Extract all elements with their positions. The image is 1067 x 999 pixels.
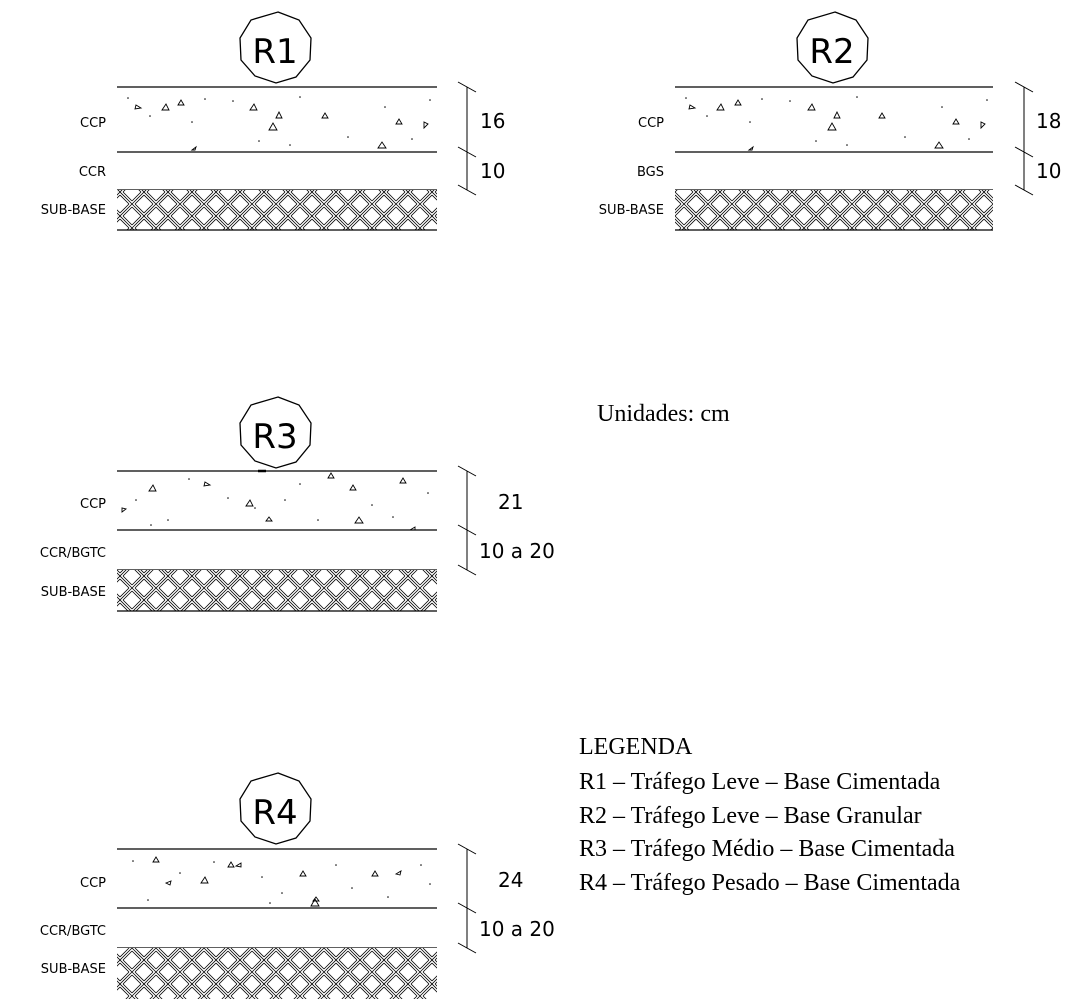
badge-label: R3	[252, 417, 297, 457]
legend-item-r4: R4 – Tráfego Pesado – Base Cimentada	[579, 870, 961, 896]
legend-item-r3: R3 – Tráfego Médio – Base Cimentada	[579, 836, 955, 862]
concrete-aggregate	[121, 472, 416, 531]
section-r1: R1 CCP CCR SUB-BASE 16 10	[41, 11, 505, 231]
layer-label-subbase: SUB-BASE	[41, 585, 106, 600]
concrete-aggregate	[152, 856, 402, 907]
dimension-value-surface: 21	[498, 490, 523, 514]
badge-octagon	[239, 772, 312, 845]
dimension-value-base: 10 a 20	[479, 539, 555, 563]
legend: LEGENDA R1 – Tráfego Leve – Base Cimenta…	[579, 734, 961, 896]
dimension-value-surface: 16	[480, 109, 505, 133]
badge-label: R4	[252, 793, 297, 833]
badge-octagon	[239, 396, 312, 469]
subbase-hatch	[675, 190, 993, 230]
dimension-value-surface: 18	[1036, 109, 1061, 133]
dimension-line	[457, 81, 477, 196]
layer-label-surface: CCP	[80, 497, 106, 512]
layer-label-surface: CCP	[80, 876, 106, 891]
legend-title: LEGENDA	[579, 734, 693, 760]
legend-item-r2: R2 – Tráfego Leve – Base Granular	[579, 803, 922, 829]
subbase-hatch	[117, 190, 437, 230]
badge-octagon	[796, 11, 869, 84]
layer-label-base: CCR/BGTC	[40, 924, 106, 939]
dimension-line	[1014, 81, 1034, 196]
subbase-hatch	[117, 570, 437, 611]
badge-octagon	[239, 11, 312, 84]
dimension-line	[457, 843, 477, 954]
section-r2: R2 CCP BGS SUB-BASE 18 10	[599, 11, 1061, 231]
layer-label-surface: CCP	[80, 116, 106, 131]
layer-label-base: CCR/BGTC	[40, 546, 106, 561]
layer-label-subbase: SUB-BASE	[41, 203, 106, 218]
layer-label-surface: CCP	[638, 116, 664, 131]
dimension-line	[457, 465, 477, 576]
dimension-value-base: 10	[1036, 159, 1061, 183]
layer-label-subbase: SUB-BASE	[599, 203, 664, 218]
subbase-hatch	[117, 948, 437, 999]
dimension-value-base: 10	[480, 159, 505, 183]
badge-label: R1	[252, 32, 297, 72]
section-r4: R4 CCP CCR/BGTC SUB-BASE 24 10 a 20	[40, 772, 555, 999]
concrete-aggregate	[134, 99, 429, 151]
layer-label-base: BGS	[637, 165, 664, 180]
layer-label-base: CCR	[79, 165, 106, 180]
units-note: Unidades: cm	[597, 401, 730, 427]
layer-label-subbase: SUB-BASE	[41, 962, 106, 977]
dimension-value-surface: 24	[498, 868, 523, 892]
legend-item-r1: R1 – Tráfego Leve – Base Cimentada	[579, 769, 941, 795]
section-r3: R3 CCP CCR/BGTC SUB-BASE 21 10 a	[40, 396, 555, 612]
dimension-value-base: 10 a 20	[479, 917, 555, 941]
concrete-aggregate	[688, 99, 986, 151]
badge-label: R2	[809, 32, 854, 72]
